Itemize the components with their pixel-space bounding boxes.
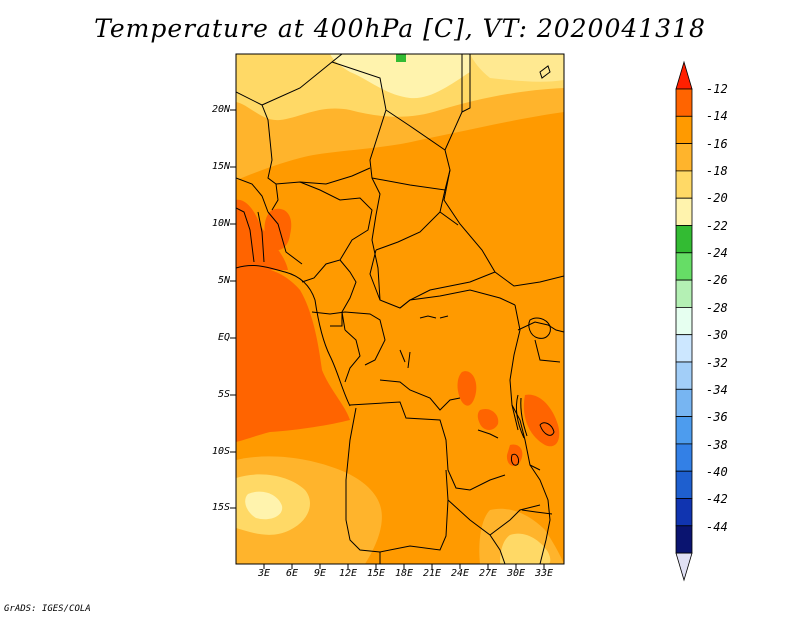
lon-label-21e: 21E bbox=[422, 568, 442, 579]
field-band-west-12 bbox=[236, 267, 350, 442]
colorbar-label: -16 bbox=[706, 137, 728, 151]
colorbar-swatch bbox=[675, 225, 693, 254]
colorbar-label: -34 bbox=[706, 383, 728, 397]
lon-label-15e: 15E bbox=[366, 568, 386, 579]
lon-label-3e: 3E bbox=[257, 568, 271, 579]
lat-label-10s: 10S bbox=[211, 446, 230, 457]
colorbar-top-arrow bbox=[675, 60, 693, 90]
field-spot-east-12 bbox=[523, 394, 560, 447]
colorbar-swatch bbox=[675, 443, 693, 472]
colorbar-swatch bbox=[675, 416, 693, 445]
lon-label-30e: 30E bbox=[506, 568, 526, 579]
colorbar-label: -26 bbox=[706, 273, 728, 287]
field-band-southeast-20 bbox=[500, 533, 551, 564]
colorbar-label: -18 bbox=[706, 164, 728, 178]
lon-label-33e: 33E bbox=[534, 568, 554, 579]
colorbar-label: -30 bbox=[706, 328, 728, 342]
colorbar-swatch bbox=[675, 525, 693, 554]
colorbar-swatch bbox=[675, 115, 693, 145]
lat-label-10n: 10N bbox=[211, 218, 230, 229]
colorbar-label: -36 bbox=[706, 410, 728, 424]
colorbar-label: -28 bbox=[706, 301, 728, 315]
field-band-south-22 bbox=[245, 491, 283, 520]
colorbar-swatch bbox=[675, 498, 693, 527]
colorbar bbox=[675, 60, 693, 582]
colorbar-swatch bbox=[675, 252, 693, 281]
field-band-north-green bbox=[396, 54, 406, 62]
lon-label-18e: 18E bbox=[394, 568, 414, 579]
lat-label-5n: 5N bbox=[217, 275, 230, 286]
colorbar-label: -20 bbox=[706, 191, 728, 205]
field-band-north-22 bbox=[330, 54, 470, 99]
lon-label-27e: 27E bbox=[478, 568, 498, 579]
lon-label-6e: 6E bbox=[285, 568, 299, 579]
axis-ticks bbox=[230, 109, 545, 569]
lon-label-9e: 9E bbox=[313, 568, 327, 579]
colorbar-swatch bbox=[675, 388, 693, 417]
chart-title: Temperature at 400hPa [C], VT: 202004131… bbox=[94, 14, 706, 43]
colorbar-swatch bbox=[675, 197, 693, 226]
colorbar-label: -42 bbox=[706, 492, 728, 506]
lat-label-5s: 5S bbox=[217, 389, 230, 400]
colorbar-label: -12 bbox=[706, 82, 728, 96]
map-frame bbox=[235, 53, 565, 565]
field-spot-center-12b bbox=[477, 408, 499, 430]
lat-label-15n: 15N bbox=[211, 161, 230, 172]
country-borders bbox=[236, 54, 564, 564]
colorbar-label: -24 bbox=[706, 246, 728, 260]
colorbar-bottom-arrow bbox=[675, 552, 693, 582]
colorbar-label: -22 bbox=[706, 219, 728, 233]
colorbar-swatch bbox=[675, 143, 693, 172]
colorbar-label: -40 bbox=[706, 465, 728, 479]
field-spot-center-12a bbox=[457, 371, 477, 406]
colorbar-swatch bbox=[675, 306, 693, 336]
lat-label-15s: 15S bbox=[211, 502, 230, 513]
temperature-field bbox=[236, 54, 564, 564]
field-band-nigeria-12 bbox=[264, 208, 292, 251]
colorbar-label: -14 bbox=[706, 109, 728, 123]
lat-label-20n: 20N bbox=[211, 104, 230, 115]
colorbar-label: -32 bbox=[706, 356, 728, 370]
colorbar-swatch bbox=[675, 88, 693, 117]
colorbar-label: -38 bbox=[706, 438, 728, 452]
colorbar-swatch bbox=[675, 334, 693, 363]
colorbar-swatch bbox=[675, 361, 693, 390]
colorbar-swatch bbox=[675, 470, 693, 499]
colorbar-label: -44 bbox=[706, 520, 728, 534]
colorbar-swatch bbox=[675, 170, 693, 199]
lon-label-12e: 12E bbox=[338, 568, 358, 579]
lat-label-eq: EQ bbox=[217, 332, 230, 343]
lon-label-24e: 24E bbox=[450, 568, 470, 579]
colorbar-swatch bbox=[675, 279, 693, 308]
grads-credit: GrADS: IGES/COLA bbox=[4, 604, 91, 614]
